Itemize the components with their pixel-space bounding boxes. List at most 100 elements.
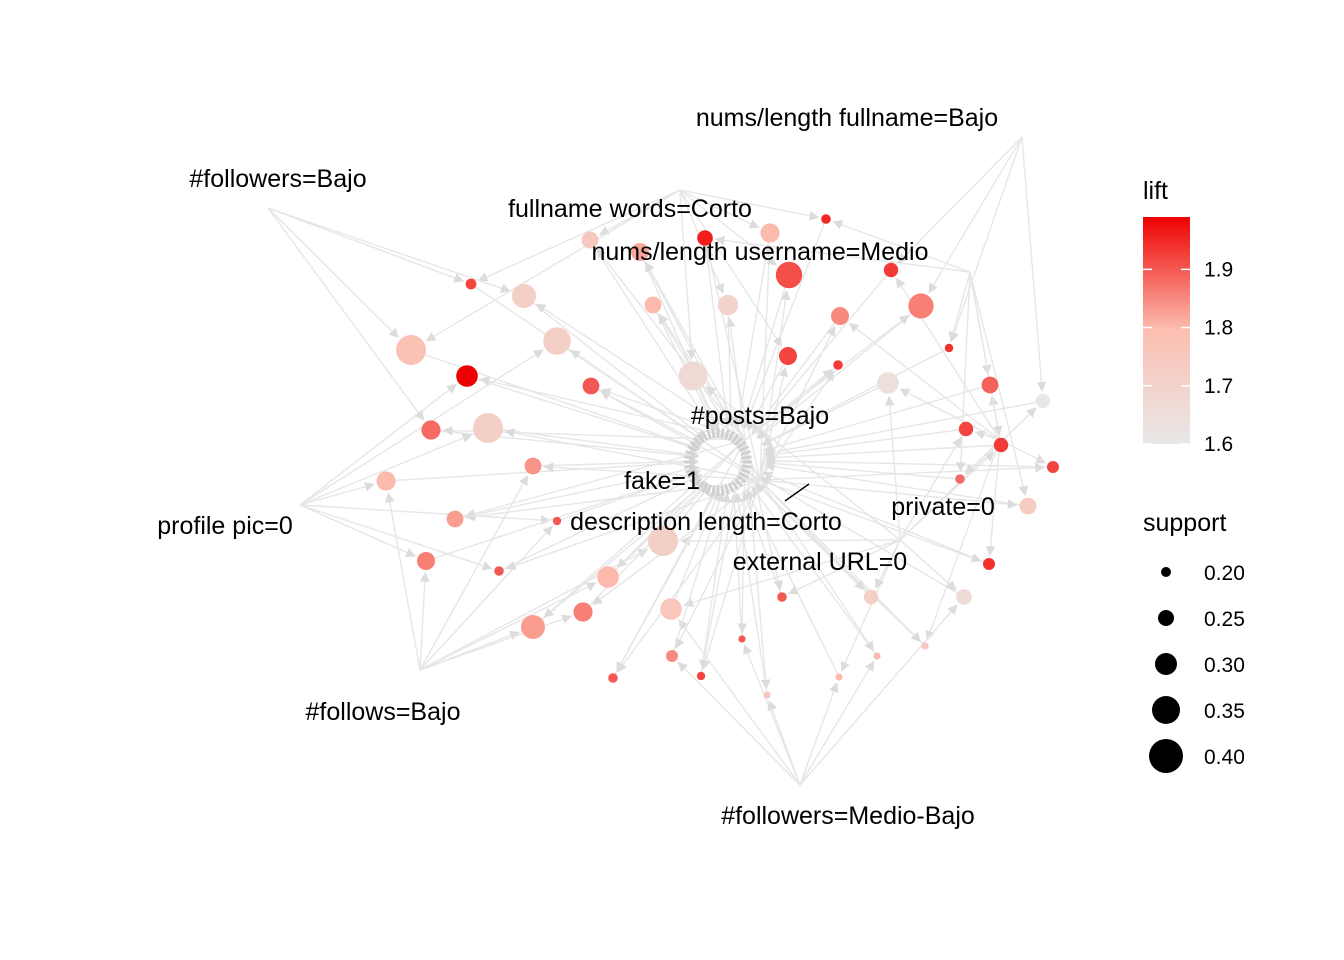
rule-node (873, 652, 881, 660)
rule-node (581, 231, 599, 249)
rule-node (779, 347, 797, 365)
item-label-external-url: external URL=0 (733, 548, 907, 576)
rule-node (456, 365, 478, 387)
fake-ring-arrow (701, 431, 709, 442)
fake-ring-arrow (701, 482, 709, 493)
support-legend-dot (1158, 610, 1174, 626)
fake-ring-arrow (689, 440, 700, 450)
edge-rule-to-fake (751, 486, 878, 657)
edge-item-to-rule (679, 189, 820, 221)
rule-node (717, 294, 739, 316)
edge-rule-to-fake (532, 456, 699, 467)
rule-node (835, 673, 843, 681)
edge-item-to-rule (570, 349, 761, 481)
fake-ring-arrow (736, 474, 747, 484)
edge-item-to-rule (1021, 136, 1047, 392)
edge-item-to-rule (899, 539, 957, 591)
edge-item-to-rule (299, 504, 551, 525)
edge-rule-to-fake (704, 237, 732, 428)
rule-node (446, 510, 464, 528)
edge-rule-to-fake (582, 483, 709, 613)
edge-item-to-rule (899, 436, 962, 541)
rule-node (955, 474, 965, 484)
support-legend-label: 0.35 (1204, 700, 1245, 723)
fake-ring-arrow (711, 485, 716, 496)
edge-item-to-rule (596, 248, 746, 441)
edge-rule-to-fake (589, 239, 715, 433)
edge-rule-to-fake (751, 315, 841, 434)
lift-legend-title: lift (1143, 177, 1168, 205)
rule-nodes (376, 214, 1059, 699)
fake-ring-arrow (685, 450, 696, 457)
edge-rule-to-fake (454, 464, 700, 520)
edge-rule-to-fake (385, 457, 700, 482)
rule-node (883, 262, 899, 278)
fake-ring-arrow (738, 445, 749, 453)
edge-item-to-rule (419, 572, 430, 671)
rule-node (473, 413, 503, 443)
edge-item-to-rule (425, 189, 681, 342)
edge-rule-to-fake (734, 232, 771, 428)
edge-item-to-rule (477, 189, 681, 282)
rule-node (678, 361, 708, 391)
edge-item-to-rule (759, 479, 1018, 509)
edge-item-to-rule (600, 390, 761, 481)
fake-ring-arrow (692, 477, 703, 488)
fake-item-ring (684, 428, 752, 496)
edge-item-to-rule (714, 235, 971, 273)
fake-ring-arrow (684, 455, 695, 460)
rule-node (983, 558, 995, 570)
edge-item-to-rule (299, 349, 544, 506)
edge-rule-to-fake (765, 456, 1054, 468)
edge-rule-to-fake (757, 305, 922, 440)
rule-node (831, 307, 849, 325)
support-legend-label: 0.40 (1204, 746, 1245, 769)
item-label-description-length: description length=Corto (570, 508, 842, 536)
fake-ring-arrow (720, 485, 725, 496)
lift-tick-label: 1.7 (1204, 375, 1233, 398)
lift-tick-label: 1.6 (1204, 433, 1233, 456)
fake-ring-arrow (730, 480, 740, 491)
fake-ring-arrow (684, 464, 695, 469)
edge-item-to-rule (617, 439, 746, 568)
edge-item-to-rule (679, 189, 697, 360)
edge-item-to-rule (799, 660, 875, 786)
lift-tick-label: 1.9 (1204, 258, 1233, 281)
edge-item-to-rule (948, 271, 971, 343)
edge-item-to-rule (267, 207, 399, 339)
edge-rule-to-fake (764, 428, 967, 460)
edge-rule-to-fake (487, 427, 700, 460)
edge-item-to-rule (535, 303, 746, 441)
edge-rule-to-fake (742, 218, 827, 430)
rule-node (421, 420, 441, 440)
rule-node (608, 673, 618, 683)
edge-item-to-rule (678, 619, 801, 786)
fake-ring-arrow (706, 484, 713, 495)
rule-node (631, 243, 649, 261)
fake-ring-arrow (696, 480, 706, 491)
rule-node (1019, 497, 1037, 515)
rule-node (981, 376, 999, 394)
edge-item-to-rule (419, 614, 573, 671)
rule-node (696, 671, 706, 681)
fake-ring-arrow (733, 477, 744, 488)
edge-item-to-rule (704, 247, 761, 481)
edge-rule-to-fake (425, 468, 701, 562)
edge-item-to-rule (744, 439, 771, 690)
edge-rule-to-fake (733, 492, 768, 696)
edge-rule-to-fake (755, 483, 872, 598)
edge-rule-to-fake (410, 349, 701, 451)
edge-item-to-rule (799, 604, 958, 786)
edge-item-to-rule (504, 428, 761, 481)
edge-rule-to-fake (761, 347, 950, 446)
edge-item-to-rule (955, 271, 971, 473)
fake-ring-arrow (723, 429, 730, 440)
rule-node (1035, 393, 1051, 409)
edge-item-to-rule (840, 539, 901, 672)
edge-item-to-rule (884, 395, 901, 541)
rule-node (777, 592, 787, 602)
fake-ring-arrow (736, 440, 747, 450)
item-labels: #followers=Bajo fullname words=Corto num… (157, 104, 998, 830)
edge-item-to-rule (299, 504, 416, 558)
edge-rule-to-fake (729, 492, 743, 640)
